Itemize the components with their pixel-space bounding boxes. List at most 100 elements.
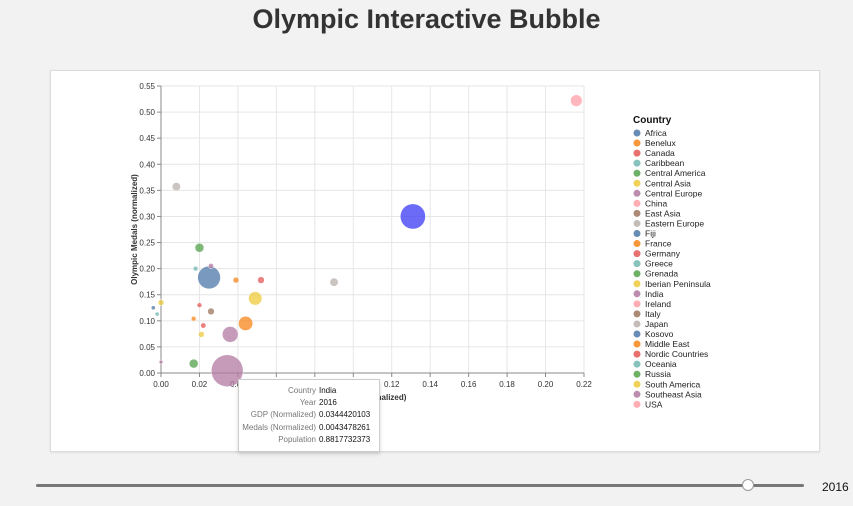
- legend-swatch[interactable]: [633, 270, 641, 278]
- x-tick-label: 0.12: [384, 380, 400, 389]
- legend-swatch[interactable]: [633, 330, 641, 338]
- data-point[interactable]: [257, 276, 265, 284]
- x-tick-label: 0.20: [538, 380, 554, 389]
- legend-swatch[interactable]: [633, 370, 641, 378]
- y-tick-label: 0.50: [139, 108, 155, 117]
- legend-item-label[interactable]: France: [645, 239, 672, 249]
- legend-item-label[interactable]: Africa: [645, 128, 667, 138]
- tooltip-value: India: [319, 385, 337, 395]
- y-tick-label: 0.00: [139, 369, 155, 378]
- legend-item-label[interactable]: Germany: [645, 249, 681, 259]
- legend-item-label[interactable]: Ireland: [645, 299, 671, 309]
- data-point[interactable]: [198, 331, 205, 338]
- legend-swatch[interactable]: [633, 260, 641, 268]
- legend-item-label[interactable]: Russia: [645, 369, 671, 379]
- legend-swatch[interactable]: [633, 189, 641, 197]
- data-point[interactable]: [232, 276, 240, 284]
- legend-item-label[interactable]: Iberian Peninsula: [645, 279, 711, 289]
- legend-swatch[interactable]: [633, 250, 641, 258]
- legend-item-label[interactable]: India: [645, 289, 664, 299]
- legend-swatch[interactable]: [633, 240, 641, 248]
- legend-swatch[interactable]: [633, 350, 641, 358]
- legend-swatch[interactable]: [633, 199, 641, 207]
- bubble-chart[interactable]: 0.000.020.040.060.080.100.120.140.160.18…: [51, 71, 819, 451]
- data-point[interactable]: [157, 299, 165, 306]
- data-point[interactable]: [171, 182, 181, 192]
- legend-swatch[interactable]: [633, 340, 641, 348]
- x-tick-label: 0.16: [461, 380, 477, 389]
- legend-item-label[interactable]: Central Europe: [645, 188, 702, 198]
- data-point[interactable]: [196, 302, 203, 308]
- legend-item-label[interactable]: Central Asia: [645, 178, 691, 188]
- legend-item-label[interactable]: Japan: [645, 319, 668, 329]
- legend-swatch[interactable]: [633, 360, 641, 368]
- tooltip: Country India Year 2016 GDP (Normalized) 0.03…: [238, 379, 380, 452]
- legend-swatch[interactable]: [633, 139, 641, 147]
- y-tick-label: 0.30: [139, 212, 155, 221]
- data-point[interactable]: [154, 311, 160, 317]
- legend-item-label[interactable]: Caribbean: [645, 158, 684, 168]
- y-tick-label: 0.45: [139, 134, 155, 143]
- data-point[interactable]: [197, 265, 221, 290]
- legend-item-label[interactable]: Benelux: [645, 138, 676, 148]
- tooltip-row: GDP (Normalized) 0.0344420103: [239, 409, 379, 421]
- legend-swatch[interactable]: [633, 320, 641, 328]
- y-tick-label: 0.35: [139, 186, 155, 195]
- legend-item-label[interactable]: Oceania: [645, 359, 677, 369]
- data-point[interactable]: [191, 316, 197, 322]
- legend-swatch[interactable]: [633, 380, 641, 388]
- data-point[interactable]: [194, 243, 205, 253]
- data-point[interactable]: [570, 94, 583, 107]
- data-point[interactable]: [238, 315, 254, 331]
- data-point[interactable]: [207, 307, 215, 316]
- legend-item-label[interactable]: East Asia: [645, 208, 681, 218]
- legend-item-label[interactable]: Southeast Asia: [645, 389, 702, 399]
- legend-item-label[interactable]: Eastern Europe: [645, 218, 704, 228]
- data-point[interactable]: [221, 326, 239, 343]
- legend-item-label[interactable]: Nordic Countries: [645, 349, 708, 359]
- legend-swatch[interactable]: [633, 290, 641, 298]
- tooltip-key: Medals (Normalized): [242, 422, 316, 432]
- legend-swatch[interactable]: [633, 230, 641, 237]
- y-tick-label: 0.20: [139, 265, 155, 274]
- legend-swatch[interactable]: [633, 300, 641, 308]
- legend-item-label[interactable]: Italy: [645, 309, 661, 319]
- y-tick-label: 0.10: [139, 317, 155, 326]
- legend-item-label[interactable]: Canada: [645, 148, 675, 158]
- data-point[interactable]: [248, 291, 263, 306]
- legend-item-label[interactable]: China: [645, 198, 667, 208]
- legend-item-label[interactable]: Grenada: [645, 269, 678, 279]
- tooltip-row: Medals (Normalized) 0.0043478261: [239, 421, 379, 433]
- data-point[interactable]: [150, 305, 156, 311]
- legend-item-label[interactable]: Fiji: [645, 229, 656, 239]
- data-point[interactable]: [192, 265, 199, 272]
- legend-item-label[interactable]: Central America: [645, 168, 706, 178]
- legend-swatch[interactable]: [633, 149, 641, 157]
- year-slider-thumb[interactable]: [742, 479, 754, 491]
- year-slider-track[interactable]: [36, 484, 804, 487]
- legend-swatch[interactable]: [633, 129, 641, 137]
- legend-swatch[interactable]: [633, 400, 641, 408]
- legend-swatch[interactable]: [633, 159, 641, 167]
- data-point[interactable]: [211, 354, 244, 387]
- y-tick-label: 0.40: [139, 160, 155, 169]
- data-point[interactable]: [400, 203, 426, 230]
- y-tick-label: 0.25: [139, 239, 155, 248]
- legend-swatch[interactable]: [633, 169, 641, 177]
- legend-item-label[interactable]: Middle East: [645, 339, 690, 349]
- data-point[interactable]: [208, 263, 214, 269]
- legend-swatch[interactable]: [633, 209, 641, 217]
- legend-swatch[interactable]: [633, 280, 641, 288]
- legend-item-label[interactable]: South America: [645, 379, 701, 389]
- data-point[interactable]: [158, 359, 164, 365]
- legend-swatch[interactable]: [633, 390, 641, 398]
- data-point[interactable]: [188, 358, 199, 369]
- data-point[interactable]: [200, 322, 207, 329]
- legend-item-label[interactable]: USA: [645, 399, 663, 409]
- legend-swatch[interactable]: [633, 179, 641, 187]
- legend-item-label[interactable]: Kosovo: [645, 329, 674, 339]
- legend-swatch[interactable]: [633, 219, 641, 227]
- data-point[interactable]: [329, 277, 339, 287]
- legend-swatch[interactable]: [633, 310, 641, 318]
- legend-item-label[interactable]: Greece: [645, 259, 673, 269]
